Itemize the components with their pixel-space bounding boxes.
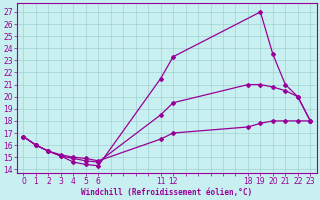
X-axis label: Windchill (Refroidissement éolien,°C): Windchill (Refroidissement éolien,°C) — [81, 188, 252, 197]
